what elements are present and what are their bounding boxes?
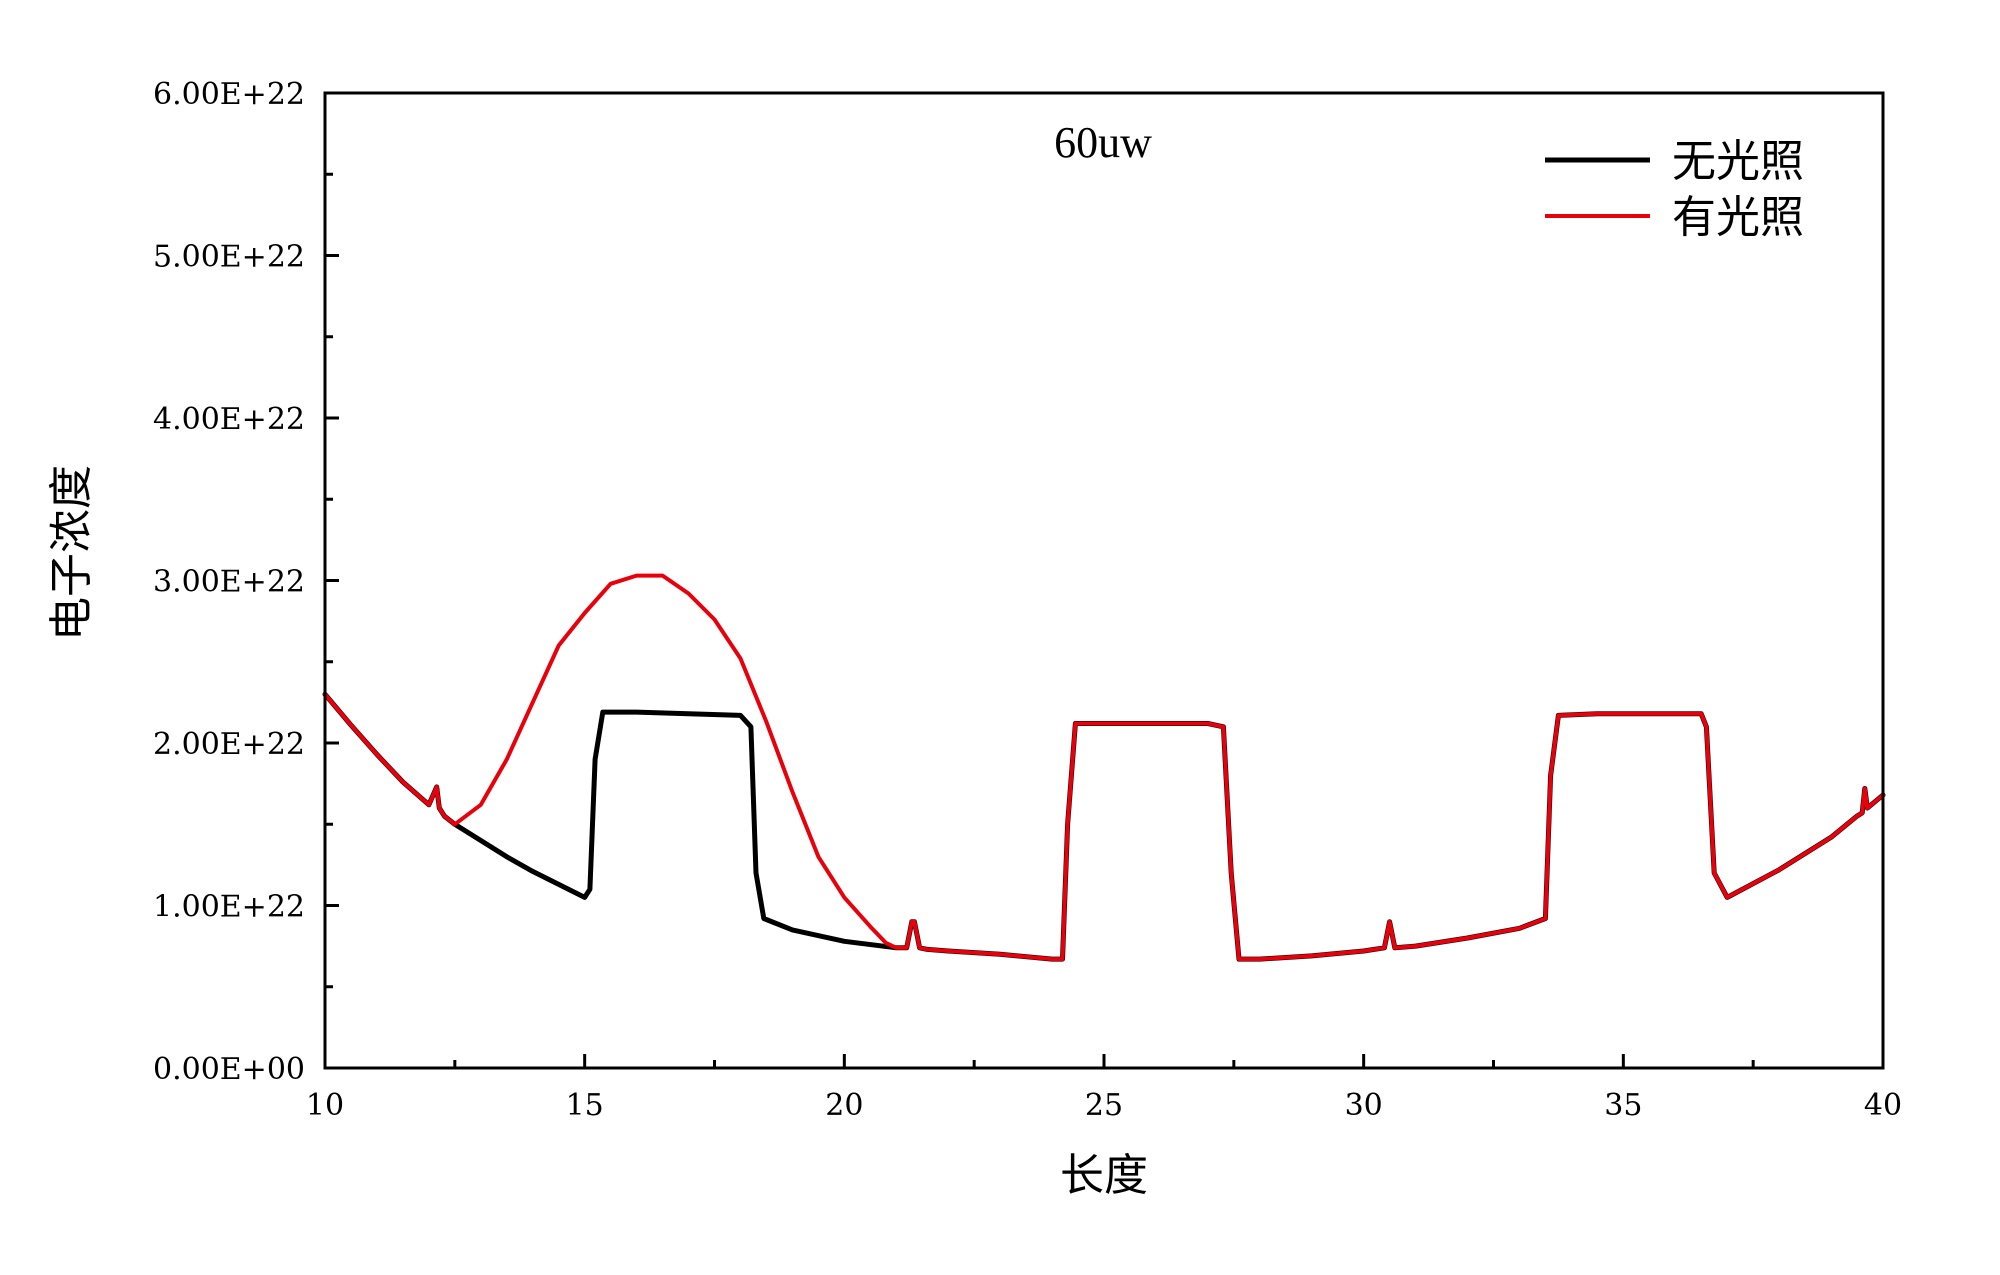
x-axis-title: 长度 <box>1060 1150 1148 1201</box>
x-tick-label: 25 <box>1085 1088 1123 1123</box>
annotation-label: 60uw <box>1054 118 1152 167</box>
series-line-1 <box>323 573 1885 962</box>
y-tick-label: 0.00E+00 <box>153 1052 305 1087</box>
x-tick-label: 30 <box>1345 1088 1383 1123</box>
x-tick-label: 10 <box>306 1088 344 1123</box>
y-tick-label: 1.00E+22 <box>153 890 305 925</box>
series-layer <box>322 573 1886 962</box>
x-tick-label: 40 <box>1864 1088 1902 1123</box>
y-tick-label: 4.00E+22 <box>153 402 305 437</box>
y-tick-label: 3.00E+22 <box>153 565 305 600</box>
x-tick-label: 20 <box>825 1088 863 1123</box>
legend: 无光照 有光照 <box>1545 136 1804 243</box>
legend-label-with-light: 有光照 <box>1672 192 1804 243</box>
plot-frame <box>323 91 1885 1070</box>
x-tick-label: 35 <box>1604 1088 1642 1123</box>
legend-label-no-light: 无光照 <box>1672 136 1804 187</box>
ticks-layer: 10 15 20 25 30 35 40 0.00E+00 1.00E+22 2.00E+22 3.… <box>153 77 1902 1123</box>
y-axis-title: 电子浓度 <box>46 465 97 641</box>
x-tick-label: 15 <box>566 1088 604 1123</box>
y-tick-label: 2.00E+22 <box>153 727 305 762</box>
y-tick-label: 5.00E+22 <box>153 240 305 275</box>
y-tick-label: 6.00E+22 <box>153 77 305 112</box>
series-line-0 <box>322 691 1886 962</box>
